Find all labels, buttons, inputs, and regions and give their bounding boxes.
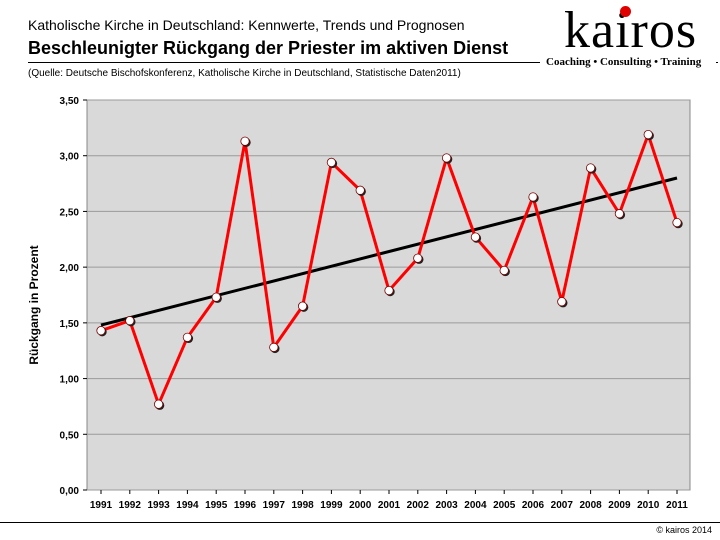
y-tick-label: 0,00 — [60, 486, 80, 497]
x-tick-label: 2011 — [666, 500, 688, 511]
y-axis-label: Rückgang in Prozent — [27, 245, 41, 364]
x-tick-label: 2008 — [579, 500, 602, 511]
data-point — [326, 157, 336, 167]
x-tick-label: 2000 — [349, 500, 372, 511]
data-point — [96, 326, 106, 336]
kairos-logo: kairos Coaching • Consulting • Training — [540, 2, 716, 68]
y-tick-label: 3,50 — [60, 96, 80, 107]
data-point — [441, 153, 452, 163]
data-point — [672, 217, 682, 228]
data-point — [614, 209, 625, 219]
data-point — [125, 316, 135, 326]
trendline-layer — [100, 176, 678, 327]
series-layer — [96, 129, 683, 410]
data-point — [297, 301, 308, 311]
x-tick-label: 1996 — [234, 500, 257, 511]
x-tick-label: 2005 — [493, 500, 516, 511]
data-point — [643, 129, 653, 140]
y-tick-label: 1,50 — [60, 319, 80, 330]
data-point — [269, 342, 279, 352]
header-supertitle: Katholische Kirche in Deutschland: Kennw… — [28, 17, 465, 33]
x-tick-label: 1994 — [176, 500, 199, 511]
logo-tagline: Coaching • Consulting • Training — [546, 56, 702, 68]
x-tick-label: 2006 — [522, 500, 545, 511]
data-point — [182, 332, 192, 342]
x-tick-label: 2010 — [637, 500, 660, 511]
trendline — [100, 176, 678, 327]
data-point — [585, 163, 596, 173]
x-tick-label: 2003 — [435, 500, 458, 511]
y-axis-ticks: 0,00 0,50 1,00 1,50 2,00 2,50 3,00 3,50 — [60, 96, 87, 497]
x-tick-label: 2001 — [378, 500, 401, 511]
footer-divider — [0, 522, 720, 523]
x-tick-label: 1998 — [291, 500, 314, 511]
y-tick-label: 0,50 — [60, 430, 80, 441]
x-tick-label: 2004 — [464, 500, 487, 511]
page-title: Beschleunigter Rückgang der Priester im … — [28, 38, 509, 58]
y-tick-label: 2,00 — [60, 263, 80, 274]
y-tick-label: 2,50 — [60, 207, 80, 218]
data-point — [154, 399, 164, 409]
header-divider — [28, 62, 718, 63]
x-tick-label: 1993 — [147, 500, 170, 511]
x-tick-label: 1991 — [90, 500, 113, 511]
y-tick-label: 3,00 — [60, 152, 80, 163]
x-axis-ticks: 1991 1992 1993 1994 1995 1996 1997 1998 1999 2000… — [90, 490, 688, 511]
data-point — [240, 136, 250, 146]
data-point — [211, 292, 221, 302]
data-point — [384, 285, 394, 296]
y-tick-label: 1,00 — [60, 375, 80, 386]
x-tick-label: 1999 — [320, 500, 343, 511]
x-tick-label: 1992 — [119, 500, 142, 511]
data-point — [528, 192, 538, 202]
footer-copyright: © kairos 2014 — [656, 525, 712, 535]
data-point — [413, 253, 423, 263]
x-tick-label: 2007 — [551, 500, 574, 511]
x-tick-label: 2009 — [608, 500, 631, 511]
data-point — [470, 232, 480, 242]
source-note: (Quelle: Deutsche Bischofskonferenz, Kat… — [28, 68, 461, 79]
data-point — [499, 265, 509, 276]
data-point — [557, 297, 567, 307]
logo-dot-icon — [620, 6, 631, 17]
x-tick-label: 2002 — [407, 500, 430, 511]
x-tick-label: 1997 — [263, 500, 286, 511]
x-tick-label: 1995 — [205, 500, 228, 511]
data-point — [355, 185, 365, 195]
